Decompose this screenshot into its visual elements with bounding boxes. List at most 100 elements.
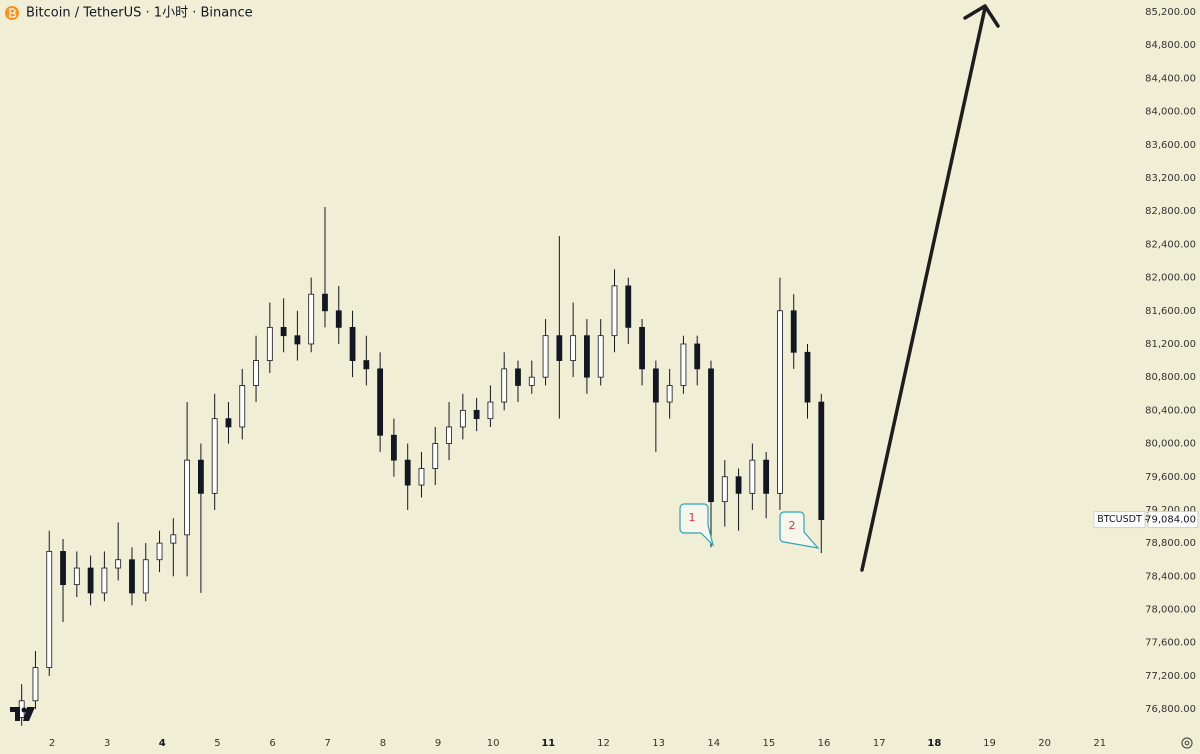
candle xyxy=(721,460,728,527)
y-tick-label: 82,400.00 xyxy=(1145,239,1196,250)
candle xyxy=(46,530,53,676)
arrow-head xyxy=(963,4,1000,28)
y-tick-label: 80,400.00 xyxy=(1145,405,1196,416)
candle xyxy=(735,468,742,531)
y-tick-label: 83,200.00 xyxy=(1145,173,1196,184)
settings-ring[interactable] xyxy=(1181,737,1193,749)
candle-body xyxy=(749,459,756,494)
candle-body xyxy=(142,559,149,594)
candle xyxy=(391,418,397,477)
candle xyxy=(73,551,80,598)
candle-body xyxy=(335,310,342,328)
candle xyxy=(239,368,246,440)
x-tick-label: 11 xyxy=(541,738,555,749)
candle-body xyxy=(46,551,53,669)
y-tick-label: 78,000.00 xyxy=(1145,605,1196,616)
candle-body xyxy=(721,476,728,503)
x-tick-label: 21 xyxy=(1093,738,1106,749)
settings-center[interactable] xyxy=(1184,740,1190,746)
candle xyxy=(597,319,604,386)
candle xyxy=(446,402,452,461)
x-tick-label: 10 xyxy=(487,738,500,749)
y-tick-label: 77,200.00 xyxy=(1145,671,1196,682)
candle-body xyxy=(680,343,687,386)
y-tick-label: 80,800.00 xyxy=(1145,372,1196,383)
candle xyxy=(280,298,287,353)
x-tick-label: 7 xyxy=(325,738,331,749)
x-tick-label: 8 xyxy=(380,738,386,749)
y-tick-label: 82,000.00 xyxy=(1145,273,1196,284)
candle-body xyxy=(694,343,701,370)
x-tick-label: 9 xyxy=(435,738,441,749)
candle-body xyxy=(322,293,328,312)
candle-body xyxy=(225,418,232,428)
x-tick-label: 2 xyxy=(49,738,55,749)
symbol-label: BTCUSDT xyxy=(1097,514,1142,525)
candle xyxy=(156,530,163,573)
chart-title: Bitcoin / TetherUS · 1小时 · Binance xyxy=(26,6,253,21)
y-tick-label: 81,600.00 xyxy=(1145,306,1196,317)
candle xyxy=(501,352,508,411)
candle xyxy=(528,360,535,394)
candle-body xyxy=(197,459,204,494)
candle-body xyxy=(584,335,590,378)
plot-area: 76,800.00 77,200.00 77,600.00 78,000.00 78,4… xyxy=(18,7,1196,749)
candle xyxy=(101,551,108,602)
candle-body xyxy=(266,326,273,361)
candle xyxy=(611,269,618,353)
x-tick-label: 17 xyxy=(873,738,886,749)
candle-body xyxy=(611,285,618,337)
candle-body xyxy=(446,426,452,444)
y-tick-label: 79,200.00 xyxy=(1145,505,1196,516)
x-tick-label: 14 xyxy=(707,738,720,749)
settings-icon[interactable] xyxy=(1181,737,1193,749)
x-tick-label: 15 xyxy=(763,738,776,749)
candle-body xyxy=(666,385,673,403)
candle xyxy=(87,555,94,606)
candle xyxy=(308,277,315,353)
candle-body xyxy=(101,567,108,594)
candle xyxy=(473,397,480,432)
candle-body xyxy=(391,434,397,461)
y-tick-label: 84,800.00 xyxy=(1145,40,1196,51)
candle xyxy=(487,385,494,427)
candle xyxy=(253,335,259,403)
candle xyxy=(790,294,797,369)
candle-body xyxy=(556,335,563,361)
candle-body xyxy=(790,310,797,353)
x-tick-label: 12 xyxy=(597,738,610,749)
candle xyxy=(322,207,328,328)
candle xyxy=(459,393,466,440)
candle-body xyxy=(349,326,356,361)
candle-body xyxy=(625,285,632,328)
candle xyxy=(60,538,66,622)
candle-body xyxy=(308,293,315,345)
candle-body xyxy=(777,310,783,494)
candle-body xyxy=(763,459,770,494)
candle xyxy=(666,368,673,419)
candle-body xyxy=(87,567,94,594)
logo xyxy=(10,707,35,721)
candle xyxy=(115,522,122,581)
callout-label: 2 xyxy=(789,519,796,532)
x-tick-label: 6 xyxy=(269,738,275,749)
candle-body xyxy=(542,335,549,378)
callout-bubble xyxy=(679,503,715,547)
candle xyxy=(749,443,756,510)
arrow-shaft xyxy=(860,6,987,572)
logo-part xyxy=(23,707,35,721)
callout: 2 xyxy=(779,511,820,549)
candle-body xyxy=(129,559,135,594)
candle-body xyxy=(818,401,825,520)
y-tick-label: 83,600.00 xyxy=(1145,140,1196,151)
candle-body xyxy=(708,368,714,503)
candle-body xyxy=(60,551,66,586)
candle-body xyxy=(404,459,411,486)
candle xyxy=(570,302,577,378)
logo-part xyxy=(10,707,20,721)
candle xyxy=(225,402,232,444)
candle-body xyxy=(280,326,287,337)
candle xyxy=(556,236,563,419)
